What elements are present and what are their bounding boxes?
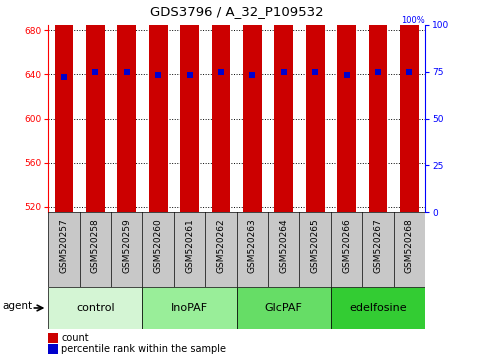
Text: agent: agent [2, 301, 32, 311]
Bar [337, 0, 356, 212]
Point [217, 69, 225, 74]
Text: GSM520258: GSM520258 [91, 218, 100, 273]
Bar [48, 333, 58, 343]
Bar [180, 0, 199, 212]
Bar [55, 0, 73, 212]
Point [249, 73, 256, 78]
Text: GSM520259: GSM520259 [122, 218, 131, 273]
Bar [306, 0, 325, 212]
Bar [48, 344, 58, 354]
Point [312, 69, 319, 74]
Point [155, 73, 162, 78]
Bar [369, 0, 387, 212]
Text: GlcPAF: GlcPAF [265, 303, 303, 313]
Text: GSM520268: GSM520268 [405, 218, 414, 273]
Text: 100%: 100% [401, 16, 425, 25]
Point [123, 69, 131, 74]
Text: count: count [61, 333, 89, 343]
Point [60, 74, 68, 80]
Bar [274, 0, 293, 212]
Text: GSM520262: GSM520262 [216, 218, 226, 273]
Point [374, 69, 382, 74]
Text: GSM520264: GSM520264 [279, 218, 288, 273]
Point [280, 69, 288, 74]
Bar [243, 0, 262, 212]
Text: GSM520263: GSM520263 [248, 218, 257, 273]
Point [186, 73, 194, 78]
Bar [400, 0, 419, 212]
Point [406, 69, 413, 74]
Text: GSM520266: GSM520266 [342, 218, 351, 273]
Bar [117, 0, 136, 212]
Text: GSM520260: GSM520260 [154, 218, 163, 273]
Bar [149, 0, 168, 212]
Text: GSM520261: GSM520261 [185, 218, 194, 273]
Text: GDS3796 / A_32_P109532: GDS3796 / A_32_P109532 [150, 5, 324, 18]
Bar [331, 287, 425, 329]
Text: percentile rank within the sample: percentile rank within the sample [61, 344, 227, 354]
Text: control: control [76, 303, 114, 313]
Point [343, 73, 351, 78]
Text: GSM520267: GSM520267 [373, 218, 383, 273]
Text: edelfosine: edelfosine [349, 303, 407, 313]
Text: GSM520257: GSM520257 [59, 218, 69, 273]
Bar [86, 0, 105, 212]
Bar [237, 287, 331, 329]
Text: GSM520265: GSM520265 [311, 218, 320, 273]
Bar [142, 287, 237, 329]
Text: InoPAF: InoPAF [171, 303, 208, 313]
Bar [212, 0, 230, 212]
Bar [48, 287, 142, 329]
Point [92, 69, 99, 74]
